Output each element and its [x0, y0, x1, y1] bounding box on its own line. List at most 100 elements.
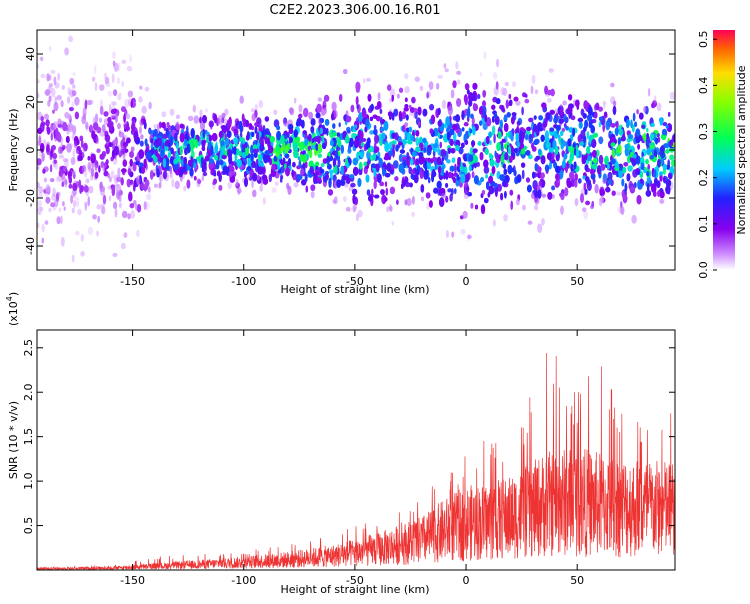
heatmap-cell — [528, 117, 534, 123]
heatmap-cell — [264, 150, 270, 156]
heatmap-cell — [129, 158, 133, 167]
heatmap-cell — [479, 152, 484, 161]
heatmap-cell — [101, 206, 106, 215]
heatmap-cell — [89, 99, 94, 105]
heatmap-cell — [315, 112, 321, 119]
heatmap-cell — [464, 139, 469, 145]
heatmap-cell — [343, 68, 348, 75]
heatmap-cell — [68, 35, 74, 43]
heatmap-cell — [123, 232, 128, 239]
heatmap-cell — [410, 107, 415, 113]
heatmap-cell — [502, 163, 506, 169]
heatmap-cell — [74, 111, 79, 120]
heatmap-cell — [44, 187, 50, 192]
heatmap-cell — [54, 96, 57, 105]
heatmap-cell — [404, 104, 409, 109]
heatmap-cell — [64, 179, 68, 185]
heatmap-cell — [617, 137, 621, 145]
heatmap-cell — [366, 77, 371, 82]
heatmap-cell — [540, 155, 546, 165]
heatmap-cell — [544, 130, 550, 140]
heatmap-cell — [481, 207, 485, 212]
heatmap-cell — [530, 85, 534, 95]
heatmap-cell — [659, 173, 663, 182]
heatmap-cell — [350, 104, 355, 113]
heatmap-cell — [402, 124, 406, 133]
heatmap-cell — [512, 81, 516, 88]
heatmap-cell — [437, 107, 441, 115]
heatmap-cell — [560, 205, 564, 215]
heatmap-cell — [84, 201, 88, 208]
heatmap-cell — [162, 170, 168, 180]
heatmap-cell — [123, 232, 128, 239]
heatmap-cell — [114, 202, 117, 209]
heatmap-cell — [122, 210, 128, 219]
heatmap-cell — [90, 167, 95, 177]
heatmap-cell — [531, 74, 536, 84]
heatmap-cell — [239, 95, 244, 104]
heatmap-cell — [237, 190, 241, 195]
heatmap-cell — [317, 97, 323, 102]
heatmap-cell — [577, 178, 582, 184]
heatmap-cell — [108, 176, 112, 183]
heatmap-cell — [71, 190, 74, 198]
heatmap-cell — [335, 149, 339, 160]
heatmap-cell — [52, 121, 59, 129]
heatmap-cell — [548, 68, 554, 73]
heatmap-cell — [292, 141, 298, 151]
heatmap-cell — [534, 89, 539, 95]
heatmap-cell — [251, 113, 256, 122]
heatmap-cell — [124, 98, 130, 108]
heatmap-cell — [101, 124, 106, 133]
heatmap-cell — [310, 184, 316, 191]
heatmap-cell — [64, 179, 68, 185]
heatmap-cell — [333, 196, 338, 205]
heatmap-cell — [496, 142, 501, 152]
heatmap-cell — [277, 150, 282, 155]
heatmap-cell — [445, 230, 449, 239]
heatmap-cell — [115, 183, 121, 193]
heatmap-cell — [516, 120, 521, 126]
heatmap-cell — [500, 87, 506, 96]
heatmap-cell — [412, 110, 417, 119]
heatmap-cell — [521, 169, 525, 180]
heatmap-cell — [179, 132, 185, 143]
heatmap-cell — [61, 177, 67, 183]
heatmap-cell — [404, 176, 409, 184]
heatmap-cell — [528, 134, 534, 144]
heatmap-cell — [624, 146, 629, 157]
heatmap-cell — [77, 208, 82, 216]
heatmap-cell — [105, 82, 111, 88]
heatmap-cell — [124, 123, 127, 133]
heatmap-cell — [236, 187, 242, 194]
heatmap-cell — [176, 114, 180, 120]
heatmap-cell — [101, 124, 106, 133]
heatmap-cell — [288, 107, 294, 114]
heatmap-cell — [530, 85, 534, 95]
heatmap-cell — [47, 85, 53, 94]
heatmap-cell — [491, 125, 496, 135]
heatmap-cell — [107, 173, 110, 179]
heatmap-cell — [46, 144, 50, 153]
heatmap-cell — [235, 182, 240, 189]
heatmap-cell — [289, 107, 295, 116]
heatmap-cell — [433, 147, 438, 153]
heatmap-cell — [602, 178, 607, 184]
heatmap-cell — [549, 127, 554, 132]
heatmap-cell — [373, 124, 377, 130]
heatmap-cell — [411, 195, 415, 205]
heatmap-cell — [424, 161, 428, 171]
heatmap-cell — [612, 105, 617, 115]
heatmap-cell — [663, 143, 669, 149]
heatmap-cell — [174, 180, 180, 190]
heatmap-cell — [460, 142, 465, 148]
heatmap-cell — [70, 157, 76, 165]
heatmap-cell — [72, 84, 76, 89]
heatmap-cell — [144, 86, 150, 92]
heatmap-cell — [495, 81, 499, 90]
heatmap-cell — [87, 196, 90, 207]
heatmap-cell — [105, 146, 110, 155]
heatmap-cell — [47, 85, 53, 94]
heatmap-cell — [358, 161, 363, 170]
heatmap-cell — [466, 186, 470, 192]
